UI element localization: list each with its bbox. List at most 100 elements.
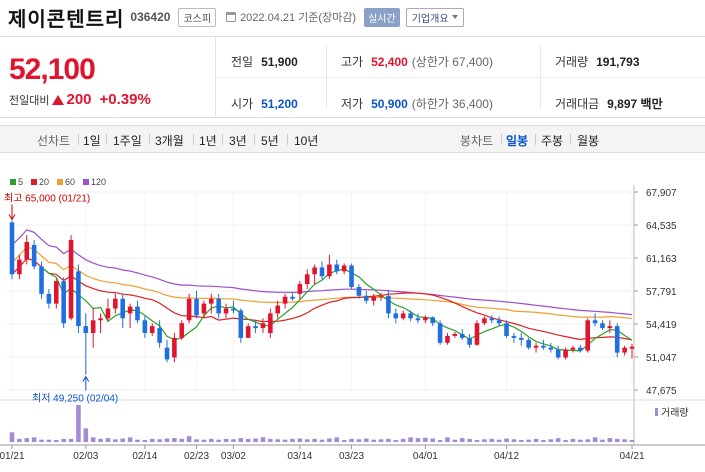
candle [98,318,103,321]
candle [474,323,480,345]
y-tick-label: 47,675 [646,386,677,397]
y-tick-label: 54,419 [646,320,677,331]
candle [24,241,30,260]
tab-1y[interactable]: 1년 [199,134,217,148]
low-annotation: 최저 49,250 (02/04) [32,393,118,405]
candle [312,267,317,275]
candle [622,347,627,353]
volume-bar [563,440,568,442]
volume-bar [378,439,384,442]
y-tick-label: 64,535 [646,221,677,232]
candle [356,286,362,296]
volume-bar [482,439,487,442]
volume-bar [208,438,214,442]
candle [415,318,421,321]
company-overview-button[interactable]: 기업개요 [405,7,464,27]
volume-bar [46,439,52,442]
volume-bar [105,438,111,442]
x-tick-label: 02/23 [184,451,209,462]
stat-open: 시가 51,200 [231,95,298,112]
volume-bar [164,438,170,442]
volume-bar [415,438,421,442]
volume-bar [268,438,273,442]
volume-bar [607,438,613,442]
y-tick-label: 51,047 [646,353,677,364]
volume-bar [149,438,155,442]
candle [400,313,406,319]
volume-bar [31,437,37,442]
chart-tabbar: 선차트 1일 1주일 3개월 1년 3년 5년 10년 봉차트 일봉 주봉 월봉 [0,125,705,153]
x-tick-label: 03/14 [287,451,312,462]
volume-bar [260,437,266,442]
stat-value: 51,200 [261,96,298,111]
tab-1w[interactable]: 1주일 [113,134,142,148]
stat-value: 51,900 [261,54,298,69]
candle [120,298,126,319]
candle [282,296,288,304]
candle [607,326,613,329]
stats-divider [216,77,705,78]
tab-separator [222,134,223,145]
candle [408,313,413,319]
tab-1d[interactable]: 1일 [83,134,101,148]
stat-amount: 거래대금 9,897 백만 [555,95,663,112]
stock-header: 제이콘텐트리 036420 코스피 2022.04.21 기준(장마감) 실시간… [0,0,705,34]
candle [548,347,554,350]
volume-bar [90,437,96,442]
stat-value: 52,400 [371,54,408,69]
candle [467,337,472,345]
candle [504,323,509,336]
volume-bar [172,438,177,442]
volume-bar [53,440,59,442]
tab-monthly[interactable]: 월봉 [577,134,600,148]
volume-bar [135,439,140,442]
tab-weekly[interactable]: 주봉 [541,134,564,148]
candle [260,323,266,329]
current-price: 52,100 [9,53,96,86]
candle-chart-label: 봉차트 [460,134,494,148]
realtime-button[interactable]: 실시간 [364,7,400,27]
volume-bar [371,439,376,442]
volume-bar [400,438,406,442]
volume-bar [24,438,30,442]
candle [68,240,74,319]
candle [555,349,561,358]
stats-col-divider [540,45,541,109]
stat-high: 고가 52,400 (상한가 67,400) [341,53,493,70]
candle [275,305,281,314]
tab-daily[interactable]: 일봉 [506,134,529,148]
y-tick-label: 67,907 [646,188,677,199]
candle [127,306,133,314]
tab-5y[interactable]: 5년 [261,134,279,148]
tab-3m[interactable]: 3개월 [155,134,184,148]
volume-bar [327,438,332,442]
volume-bar [592,437,598,442]
change-label: 전일대비 [9,94,50,107]
x-tick-label: 03/23 [339,451,364,462]
volume-bar [363,438,369,442]
candle [511,335,517,338]
high-annotation: 최고 65,000 (01/21) [4,192,90,204]
candle [208,298,214,304]
tab-10y[interactable]: 10년 [294,134,319,148]
candle [423,317,428,321]
volume-bar [445,437,450,442]
volume-bar [452,439,458,442]
volume-bar [127,437,133,442]
volume-bar [459,438,465,442]
tab-separator [501,134,502,145]
ma20-line [11,257,633,341]
stat-value: 191,793 [596,54,640,69]
volume-bar [467,438,472,442]
volume-bar [504,438,509,442]
volume-bar [179,438,185,442]
volume-bar [231,439,236,442]
candle [349,265,354,287]
candle [149,326,155,333]
tab-3y[interactable]: 3년 [229,134,247,148]
candle [563,349,568,358]
volume-bar [585,439,591,442]
candle [201,303,207,314]
stat-label: 시가 [231,97,254,111]
